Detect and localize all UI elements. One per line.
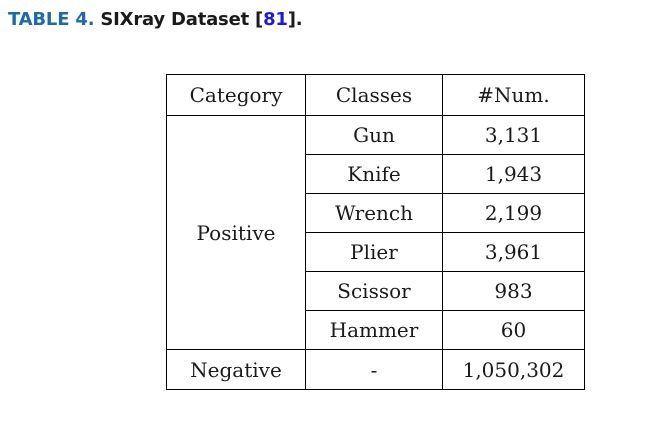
class-cell: Plier [305, 232, 443, 272]
num-cell: 1,050,302 [442, 349, 585, 390]
class-cell: Hammer [305, 310, 443, 350]
class-cell: Knife [305, 154, 443, 194]
table-row: Negative - 1,050,302 [166, 349, 585, 390]
header-num: #Num. [442, 74, 585, 116]
class-cell: - [305, 349, 443, 390]
num-cell: 3,961 [442, 232, 585, 272]
class-cell: Wrench [305, 193, 443, 233]
table-row: Knife 1,943 [167, 154, 585, 194]
citation-link[interactable]: 81 [263, 9, 288, 30]
class-cell: Gun [305, 115, 443, 155]
sixray-table: Category Classes #Num. Positive Gun 3,13… [166, 74, 585, 390]
num-cell: 60 [442, 310, 585, 350]
caption-label: TABLE 4. [8, 9, 95, 30]
caption-close: ]. [287, 9, 303, 30]
num-cell: 983 [442, 271, 585, 311]
num-cell: 1,943 [442, 154, 585, 194]
category-negative: Negative [166, 349, 306, 390]
table-row: Positive Gun 3,131 [166, 115, 585, 350]
num-cell: 2,199 [442, 193, 585, 233]
category-positive: Positive [166, 115, 306, 350]
caption-title: SIXray Dataset [ [100, 9, 264, 30]
num-cell: 3,131 [442, 115, 585, 155]
header-classes: Classes [305, 74, 443, 116]
header-category: Category [166, 74, 306, 116]
table-caption: TABLE 4. SIXray Dataset [81]. [8, 9, 303, 30]
header-row: Category Classes #Num. [166, 74, 585, 116]
table-row: Hammer 60 [167, 310, 585, 350]
class-cell: Scissor [305, 271, 443, 311]
